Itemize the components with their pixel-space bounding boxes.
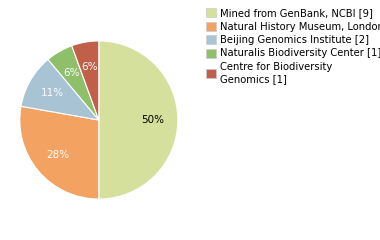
- Text: 6%: 6%: [81, 62, 98, 72]
- Text: 11%: 11%: [41, 88, 64, 98]
- Wedge shape: [21, 60, 99, 120]
- Wedge shape: [20, 106, 99, 199]
- Wedge shape: [48, 46, 99, 120]
- Wedge shape: [99, 41, 178, 199]
- Wedge shape: [72, 41, 99, 120]
- Text: 6%: 6%: [64, 68, 80, 78]
- Legend: Mined from GenBank, NCBI [9], Natural History Museum, London [5], Beijing Genomi: Mined from GenBank, NCBI [9], Natural Hi…: [203, 5, 380, 87]
- Text: 28%: 28%: [46, 150, 69, 160]
- Text: 50%: 50%: [141, 115, 164, 125]
